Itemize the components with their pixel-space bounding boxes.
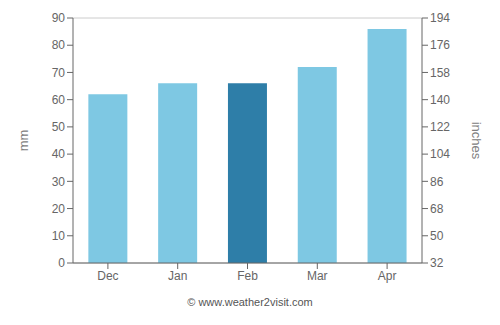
svg-text:90: 90: [52, 11, 66, 25]
svg-text:32: 32: [430, 256, 444, 270]
svg-text:140: 140: [430, 93, 450, 107]
svg-text:Feb: Feb: [237, 269, 258, 283]
svg-text:60: 60: [52, 93, 66, 107]
svg-text:inches: inches: [469, 122, 484, 160]
svg-text:70: 70: [52, 66, 66, 80]
svg-text:Mar: Mar: [307, 269, 328, 283]
svg-text:40: 40: [52, 147, 66, 161]
svg-text:Jan: Jan: [168, 269, 187, 283]
svg-text:0: 0: [58, 256, 65, 270]
svg-text:Dec: Dec: [97, 269, 118, 283]
svg-text:194: 194: [430, 11, 450, 25]
svg-text:68: 68: [430, 202, 444, 216]
svg-text:158: 158: [430, 66, 450, 80]
svg-text:176: 176: [430, 38, 450, 52]
svg-text:Apr: Apr: [378, 269, 397, 283]
svg-text:50: 50: [52, 120, 66, 134]
svg-text:104: 104: [430, 147, 450, 161]
svg-text:10: 10: [52, 229, 66, 243]
svg-text:122: 122: [430, 120, 450, 134]
svg-text:50: 50: [430, 229, 444, 243]
html-text:© www.weather2visit.com: © www.weather2visit.com: [187, 296, 313, 308]
svg-text:mm: mm: [16, 130, 31, 152]
svg-text:30: 30: [52, 175, 66, 189]
svg-text:20: 20: [52, 202, 66, 216]
svg-text:86: 86: [430, 175, 444, 189]
svg-text:80: 80: [52, 38, 66, 52]
